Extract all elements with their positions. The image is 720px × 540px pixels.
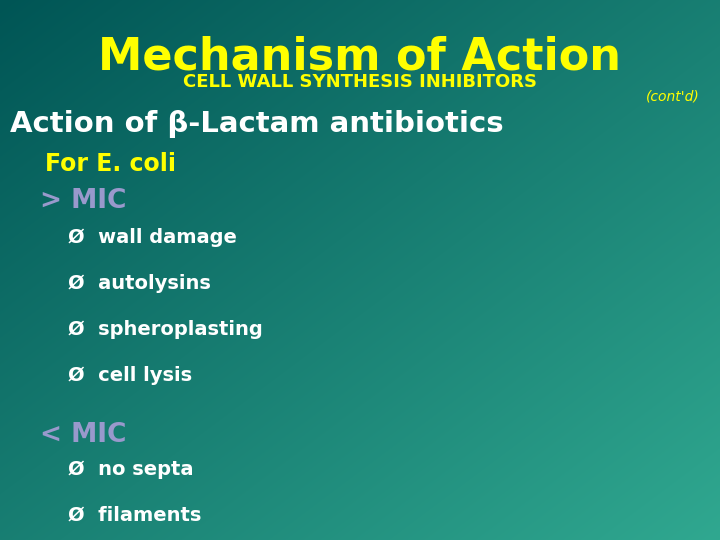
Text: Ø  spheroplasting: Ø spheroplasting [68, 320, 263, 339]
Text: Ø  autolysins: Ø autolysins [68, 274, 211, 293]
Text: For E. coli: For E. coli [45, 152, 176, 176]
Text: (cont'd): (cont'd) [647, 90, 700, 104]
Text: Ø  wall damage: Ø wall damage [68, 228, 237, 247]
Text: Mechanism of Action: Mechanism of Action [99, 35, 621, 78]
Text: Action of β-Lactam antibiotics: Action of β-Lactam antibiotics [10, 110, 503, 138]
Text: < MIC: < MIC [40, 422, 127, 448]
Text: Ø  cell lysis: Ø cell lysis [68, 366, 192, 385]
Text: Ø  no septa: Ø no septa [68, 460, 194, 479]
Text: > MIC: > MIC [40, 188, 127, 214]
Text: CELL WALL SYNTHESIS INHIBITORS: CELL WALL SYNTHESIS INHIBITORS [183, 73, 537, 91]
Text: Ø  filaments: Ø filaments [68, 506, 202, 525]
